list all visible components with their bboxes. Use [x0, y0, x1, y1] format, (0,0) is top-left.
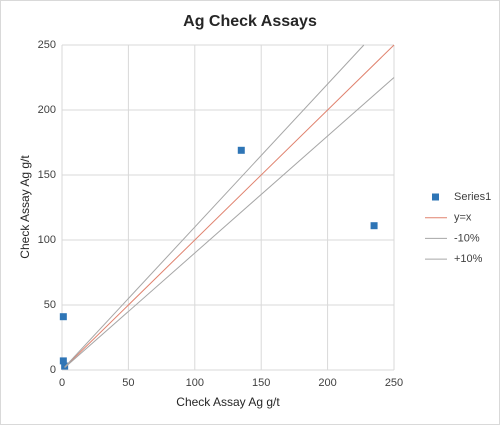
- legend-label: -10%: [454, 232, 480, 244]
- legend-label: Series1: [454, 191, 491, 203]
- reference-line: [64, 77, 395, 369]
- reference-line: [64, 44, 395, 368]
- x-axis-label: Check Assay Ag g/t: [176, 395, 280, 409]
- y-tick-label: 100: [38, 234, 56, 246]
- chart-title: Ag Check Assays: [183, 13, 317, 30]
- x-tick-label: 250: [385, 377, 403, 389]
- x-tick-label: 0: [59, 377, 65, 389]
- x-tick-label: 150: [252, 377, 270, 389]
- reference-line: [64, 44, 365, 368]
- y-tick-label: 250: [38, 39, 56, 51]
- legend-label: +10%: [454, 253, 483, 265]
- data-point: [59, 313, 67, 321]
- x-tick-label: 50: [122, 377, 134, 389]
- legend-label: y=x: [454, 212, 472, 224]
- y-tick-label: 200: [38, 104, 56, 116]
- data-point: [370, 222, 378, 230]
- x-tick-label: 200: [318, 377, 336, 389]
- y-tick-label: 150: [38, 169, 56, 181]
- y-tick-label: 50: [44, 299, 56, 311]
- data-point: [61, 362, 69, 370]
- y-axis-label: Check Assay Ag g/t: [18, 155, 32, 259]
- data-point: [237, 146, 245, 154]
- x-tick-label: 100: [186, 377, 204, 389]
- legend-swatch: [432, 193, 439, 201]
- y-tick-label: 0: [50, 364, 56, 376]
- data-point: [59, 357, 67, 365]
